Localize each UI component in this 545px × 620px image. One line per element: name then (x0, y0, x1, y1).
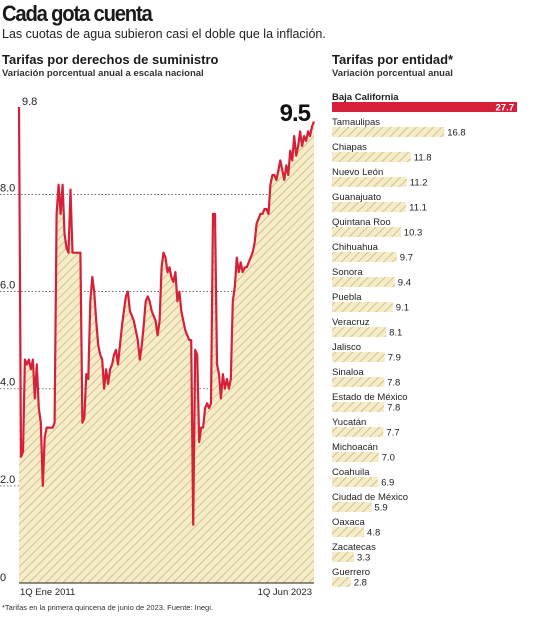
bar-value-label: 7.8 (387, 378, 400, 389)
bar-value-label: 11.2 (410, 178, 428, 189)
bar (332, 377, 385, 387)
bar-category-label: Guerrero (332, 567, 370, 578)
bar (332, 302, 393, 312)
x-tick-label: 1Q Ene 2011 (20, 587, 75, 598)
bar-value-label: 9.4 (398, 278, 411, 289)
area-fill (19, 107, 314, 583)
bar (332, 127, 445, 137)
bar-category-label: Chiapas (332, 142, 367, 153)
bar-value-label: 27.7 (496, 103, 515, 114)
bar-value-label: 8.1 (389, 328, 402, 339)
bar-value-label: 10.3 (404, 228, 423, 239)
bar (332, 402, 385, 412)
bar (332, 327, 387, 337)
bar-category-label: Yucatán (332, 417, 366, 428)
bar (332, 577, 351, 587)
bar (332, 177, 407, 187)
bar (332, 477, 379, 487)
bar (332, 152, 411, 162)
bar-category-label: Puebla (332, 292, 362, 303)
bar (332, 352, 385, 362)
bar (332, 102, 517, 112)
y-tick-label: 8.0 (0, 182, 15, 194)
line-chart: 0 2.0 4.0 6.0 8.0 9.8 9.5 1Q Ene 2011 1Q Jun 202… (0, 96, 316, 598)
line-chart-title: Tarifas por derechos de suministro (2, 52, 219, 67)
bar (332, 227, 401, 237)
y-tick-label: 0 (0, 572, 6, 584)
bar (332, 502, 372, 512)
bar-category-label: Michoacán (332, 442, 378, 453)
bar-category-label: Zacatecas (332, 542, 376, 553)
bar-value-label: 7.0 (382, 453, 395, 464)
y-tick-label: 9.8 (22, 96, 37, 108)
bar-value-label: 7.9 (388, 353, 401, 364)
bar-value-label: 11.8 (414, 153, 432, 164)
bar-category-label: Jalisco (332, 342, 361, 353)
bar-category-label: Oaxaca (332, 517, 365, 528)
bar-category-label: Estado de México (332, 392, 408, 403)
y-tick-label: 4.0 (0, 377, 15, 389)
bar-category-label: Baja California (332, 92, 399, 103)
bar-value-label: 9.1 (396, 303, 409, 314)
bar-category-label: Veracruz (332, 317, 370, 328)
bar-category-label: Tamaulipas (332, 117, 380, 128)
series-line (17, 106, 316, 526)
bar-value-label: 3.3 (357, 553, 370, 564)
bar-category-label: Sonora (332, 267, 363, 278)
bar-category-label: Guanajuato (332, 192, 381, 203)
bar-chart-subtitle: Variación porcentual anual (332, 68, 453, 79)
y-tick-label: 6.0 (0, 280, 15, 292)
bar (332, 427, 384, 437)
bar-value-label: 11.1 (409, 203, 427, 214)
bar-value-label: 9.7 (400, 253, 413, 264)
bar-value-label: 7.7 (386, 428, 399, 439)
page-title: Cada gota cuenta (2, 1, 153, 26)
bar (332, 527, 365, 537)
bar-category-label: Sinaloa (332, 367, 364, 378)
y-tick-label: 2.0 (0, 474, 15, 486)
bar-category-label: Quintana Roo (332, 217, 391, 228)
bar (332, 277, 395, 287)
bar-value-label: 6.9 (381, 478, 394, 489)
bar-category-label: Coahuila (332, 467, 370, 478)
bar (332, 552, 354, 562)
x-tick-label: 1Q Jun 2023 (258, 587, 312, 598)
end-value-label: 9.5 (280, 100, 311, 127)
bar-category-label: Nuevo León (332, 167, 383, 178)
footnote: *Tarifas en la primera quincena de junio… (2, 603, 213, 612)
bar-category-label: Chihuahua (332, 242, 379, 253)
bar-value-label: 2.8 (354, 578, 367, 589)
line-chart-subtitle: Variación porcentual anual a escala naci… (2, 68, 204, 79)
bar-value-label: 4.8 (367, 528, 380, 539)
bar-value-label: 16.8 (447, 128, 466, 139)
bar-category-label: Ciudad de México (332, 492, 408, 503)
bar-value-label: 5.9 (374, 503, 387, 514)
bar (332, 202, 407, 212)
bar-value-label: 7.8 (387, 403, 400, 414)
bar-chart: Baja California 27.7 Tamaulipas 16.8 Chiapas… (332, 92, 517, 589)
bar (332, 452, 379, 462)
bar-chart-title: Tarifas por entidad* (332, 52, 454, 67)
page-subtitle: Las cuotas de agua subieron casi el dobl… (2, 27, 326, 41)
bar (332, 252, 397, 262)
